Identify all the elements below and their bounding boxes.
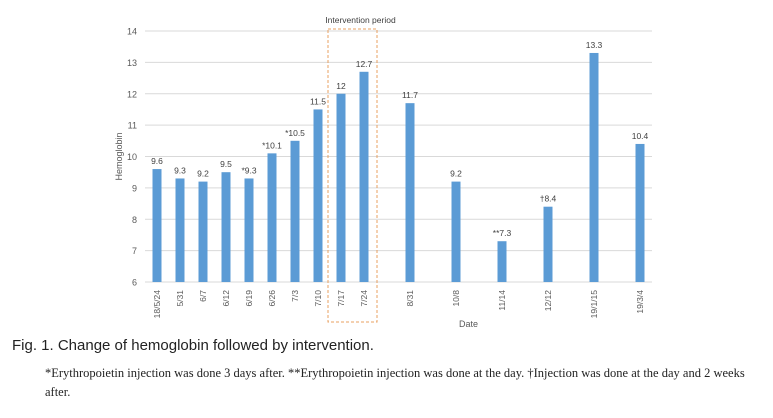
x-tick-label: 7/17 xyxy=(336,290,346,307)
intervention-period-box xyxy=(327,28,378,323)
data-label: 9.3 xyxy=(174,165,186,175)
x-tick-label: 8/31 xyxy=(405,290,415,307)
bar xyxy=(175,178,185,282)
x-tick-label: 7/10 xyxy=(313,290,323,307)
x-tick-label: 6/12 xyxy=(221,290,231,307)
y-tick-label: 7 xyxy=(132,246,137,256)
bar xyxy=(152,169,162,282)
y-tick-label: 8 xyxy=(132,215,137,225)
data-label: †8.4 xyxy=(540,194,557,204)
bar xyxy=(198,181,208,282)
bar xyxy=(405,103,415,282)
bar xyxy=(359,71,369,282)
y-tick-label: 11 xyxy=(128,121,137,131)
x-tick-label: 10/8 xyxy=(451,290,461,307)
bar xyxy=(244,178,254,282)
y-tick-label: 14 xyxy=(127,27,137,37)
data-label: 11.5 xyxy=(310,96,326,106)
data-label: 9.6 xyxy=(151,156,163,166)
data-label: 11.7 xyxy=(402,90,418,100)
x-tick-label: 6/19 xyxy=(244,290,254,307)
bar xyxy=(497,241,507,282)
bar xyxy=(543,206,553,282)
y-tick-label: 12 xyxy=(127,89,137,99)
hemoglobin-chart: 6 7 8 9 10 11 12 13 14 Hemoglobin 9.6 18/5/24 9.3 5/3… xyxy=(114,15,652,329)
x-tick-label: 19/1/15 xyxy=(589,290,599,319)
x-tick-label: 7/3 xyxy=(290,290,300,302)
figure-caption: Fig. 1. Change of hemoglobin followed by… xyxy=(12,337,374,354)
data-label: 9.2 xyxy=(197,169,209,179)
intervention-period-label: Intervention period xyxy=(325,15,396,25)
data-label: *10.1 xyxy=(262,140,282,150)
data-label: 13.3 xyxy=(586,40,603,50)
y-tick-label: 13 xyxy=(127,58,137,68)
bar xyxy=(336,93,346,282)
y-tick-label: 9 xyxy=(132,183,137,193)
bar xyxy=(589,52,599,283)
bar xyxy=(313,109,323,282)
x-tick-label: 6/26 xyxy=(267,290,277,307)
x-tick-label: 19/3/4 xyxy=(635,290,645,314)
x-tick-label: 7/24 xyxy=(359,290,369,307)
bar xyxy=(267,153,277,282)
y-tick-label: 6 xyxy=(132,278,137,288)
data-label: 12.7 xyxy=(356,59,373,69)
bar xyxy=(290,140,300,282)
data-label: *9.3 xyxy=(241,165,256,175)
y-tick-label: 10 xyxy=(127,152,137,162)
x-tick-label: 18/5/24 xyxy=(152,290,162,319)
x-tick-label: 11/14 xyxy=(497,290,507,311)
x-tick-label: 6/7 xyxy=(198,290,208,302)
x-tick-label: 5/31 xyxy=(175,290,185,307)
data-label: 9.5 xyxy=(220,159,232,169)
data-label: 9.2 xyxy=(450,169,462,179)
data-label: **7.3 xyxy=(493,228,512,238)
chart-svg: 6 7 8 9 10 11 12 13 14 Hemoglobin 9.6 18/5/24 9.3 5/3… xyxy=(114,15,652,329)
bar xyxy=(221,172,231,282)
y-axis-label: Hemoglobin xyxy=(114,132,124,180)
data-label: *10.5 xyxy=(285,128,305,138)
x-axis-label: Date xyxy=(459,319,478,329)
bar xyxy=(451,181,461,282)
x-tick-label: 12/12 xyxy=(543,290,553,312)
data-label: 12 xyxy=(336,81,346,91)
data-label: 10.4 xyxy=(632,131,649,141)
figure-footnote: *Erythropoietin injection was done 3 day… xyxy=(45,366,745,399)
bar xyxy=(635,143,645,282)
